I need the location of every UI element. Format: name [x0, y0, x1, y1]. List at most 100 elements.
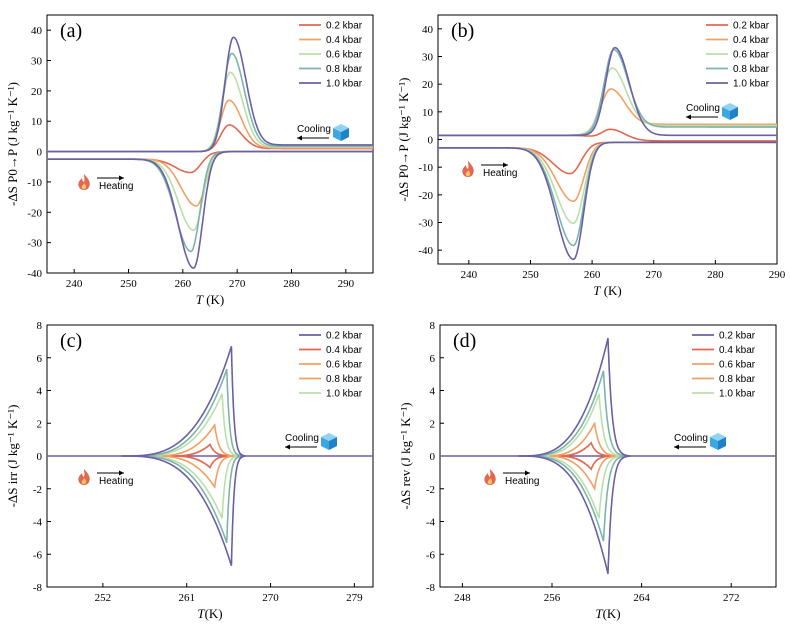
fire-icon — [78, 469, 90, 485]
legend-label: 0.8 kbar — [326, 374, 363, 385]
y-axis-label: -ΔS P0→P (J kg⁻¹ K⁻¹) — [396, 77, 411, 201]
cooling-arrow — [285, 444, 317, 450]
flame-outer — [484, 469, 496, 485]
y-tick-label: 2 — [430, 418, 436, 430]
ice-cube-icon — [722, 103, 738, 120]
cooling-arrow — [674, 444, 706, 450]
cube-left — [722, 107, 730, 120]
legend-label: 0.2 kbar — [326, 21, 363, 32]
heating-label: Heating — [483, 168, 517, 179]
cooling-line — [438, 67, 777, 137]
y-tick-label: 20 — [422, 79, 434, 91]
x-tick-label: 290 — [769, 269, 786, 281]
flame-outer — [78, 174, 90, 190]
y-tick-label: 6 — [37, 353, 43, 365]
cube-left — [333, 128, 341, 141]
legend-label: 1.0 kbar — [719, 389, 756, 400]
cooling-line — [47, 36, 373, 153]
y-tick-label: 30 — [31, 56, 43, 68]
x-tick-label: 252 — [95, 592, 112, 604]
legend-label: 0.6 kbar — [719, 360, 756, 371]
cooling-arrow — [686, 114, 718, 120]
x-tick-label: 270 — [645, 269, 662, 281]
flame-inner — [81, 478, 87, 485]
heating-line — [47, 150, 373, 269]
series-line — [121, 455, 246, 566]
series-line — [524, 370, 629, 457]
arrow-head — [525, 470, 530, 476]
legend-label: 0.8 kbar — [733, 64, 770, 75]
heating-line — [438, 141, 777, 247]
flame-inner — [487, 478, 493, 485]
y-tick-label: -2 — [33, 484, 42, 496]
legend-label: 0.8 kbar — [719, 374, 756, 385]
y-tick-label: 8 — [37, 320, 43, 332]
y-tick-label: -20 — [27, 207, 42, 219]
x-tick-label: 248 — [454, 592, 471, 604]
arrow-head — [119, 175, 124, 181]
arrow-head — [674, 444, 679, 450]
panel-label: (a) — [60, 20, 82, 42]
series-line — [168, 455, 238, 469]
y-tick-label: -6 — [426, 549, 436, 561]
y-tick-label: 4 — [37, 386, 43, 398]
y-tick-label: -40 — [27, 268, 42, 280]
x-tick-label: 261 — [178, 592, 195, 604]
cube-right — [329, 437, 337, 450]
y-tick-label: 20 — [31, 86, 43, 98]
y-tick-label: -4 — [426, 517, 436, 529]
x-axis-label: T(K) — [595, 606, 620, 621]
ice-cube-icon — [321, 433, 337, 450]
x-tick-label: 264 — [633, 592, 650, 604]
cooling-line — [438, 46, 777, 137]
cooling-arrow — [297, 135, 329, 141]
cube-right — [718, 437, 726, 450]
y-tick-label: 0 — [37, 451, 43, 463]
cube-right — [730, 107, 738, 120]
cooling-line — [47, 71, 373, 153]
series-line — [518, 337, 631, 457]
cooling-label: Cooling — [674, 433, 708, 444]
series-line — [552, 455, 620, 471]
series-line — [524, 455, 629, 542]
legend-label: 0.2 kbar — [326, 331, 363, 342]
y-axis-label: -ΔS rev (J kg⁻¹ K⁻¹) — [398, 402, 413, 509]
x-tick-label: 272 — [723, 592, 740, 604]
arrow-head — [503, 162, 508, 168]
legend-label: 0.2 kbar — [719, 331, 756, 342]
panel-c: 252 261 270 279 -8 -6 -4 -2 0 2 4 6 8 T(K) -ΔS irr (J … — [5, 320, 374, 621]
series-line — [121, 346, 246, 457]
series-group — [440, 337, 776, 575]
legend-label: 0.4 kbar — [326, 35, 363, 46]
flame-outer — [462, 161, 474, 177]
legend-label: 0.4 kbar — [719, 345, 756, 356]
legend-label: 0.6 kbar — [326, 360, 363, 371]
panel-label: (d) — [453, 330, 476, 352]
cooling-label: Cooling — [297, 124, 331, 135]
x-tick-label: 270 — [262, 592, 279, 604]
x-tick-label: 250 — [120, 278, 137, 290]
y-tick-label: -8 — [426, 582, 436, 594]
arrow-head — [119, 470, 124, 476]
arrow-head — [297, 135, 302, 141]
cooling-line — [47, 52, 373, 153]
heating-arrow — [97, 470, 124, 476]
x-tick-label: 270 — [229, 278, 246, 290]
cube-right — [341, 128, 349, 141]
legend-label: 1.0 kbar — [733, 79, 770, 90]
x-tick-label: 260 — [175, 278, 192, 290]
y-tick-label: 2 — [37, 418, 43, 430]
legend-label: 0.6 kbar — [733, 50, 770, 61]
ice-cube-icon — [710, 433, 726, 450]
heating-line — [438, 141, 777, 261]
legend-label: 0.2 kbar — [733, 21, 770, 32]
panel-label: (b) — [451, 20, 474, 42]
y-tick-label: 6 — [430, 353, 436, 365]
y-tick-label: -20 — [418, 190, 433, 202]
y-tick-label: -10 — [27, 177, 42, 189]
cube-left — [710, 437, 718, 450]
heating-label: Heating — [99, 476, 133, 487]
series-group — [47, 36, 373, 269]
y-tick-label: 10 — [422, 107, 434, 119]
series-line — [518, 455, 631, 575]
